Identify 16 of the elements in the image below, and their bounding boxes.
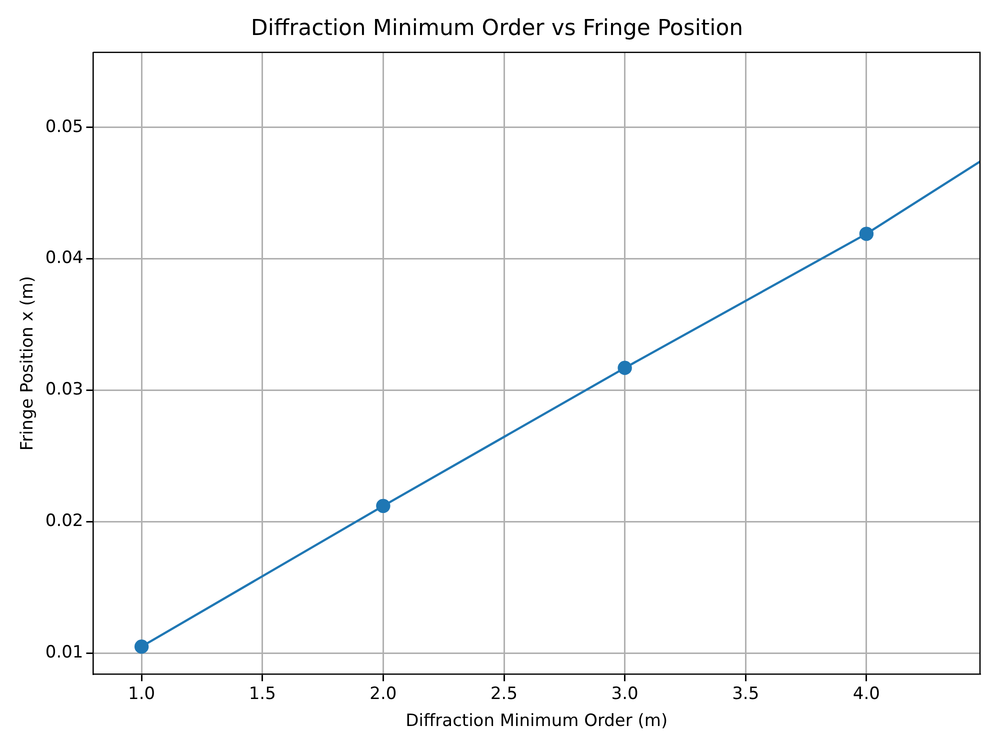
chart-title: Diffraction Minimum Order vs Fringe Position [250,16,744,41]
x-tick-label: 4.0 [852,684,880,704]
x-tick-label: 2.0 [370,684,397,704]
x-tick-label: 1.0 [128,684,156,704]
y-tick-label: 0.05 [45,116,84,137]
y-tick-label: 0.02 [45,511,84,532]
x-tick-label: 1.5 [248,684,276,704]
y-tick-label: 0.04 [45,248,84,268]
x-tick-label: 2.5 [490,684,518,704]
y-tick-label: 0.01 [45,642,84,663]
x-tick-label: 3.0 [611,684,638,704]
y-axis-title: Fringe Position x (m) [18,276,38,451]
point [134,639,149,654]
x-axis-title: Diffraction Minimum Order (m) [406,711,668,732]
y-tick-label: 0.03 [45,380,84,400]
x-tick-label: 3.5 [732,684,760,704]
